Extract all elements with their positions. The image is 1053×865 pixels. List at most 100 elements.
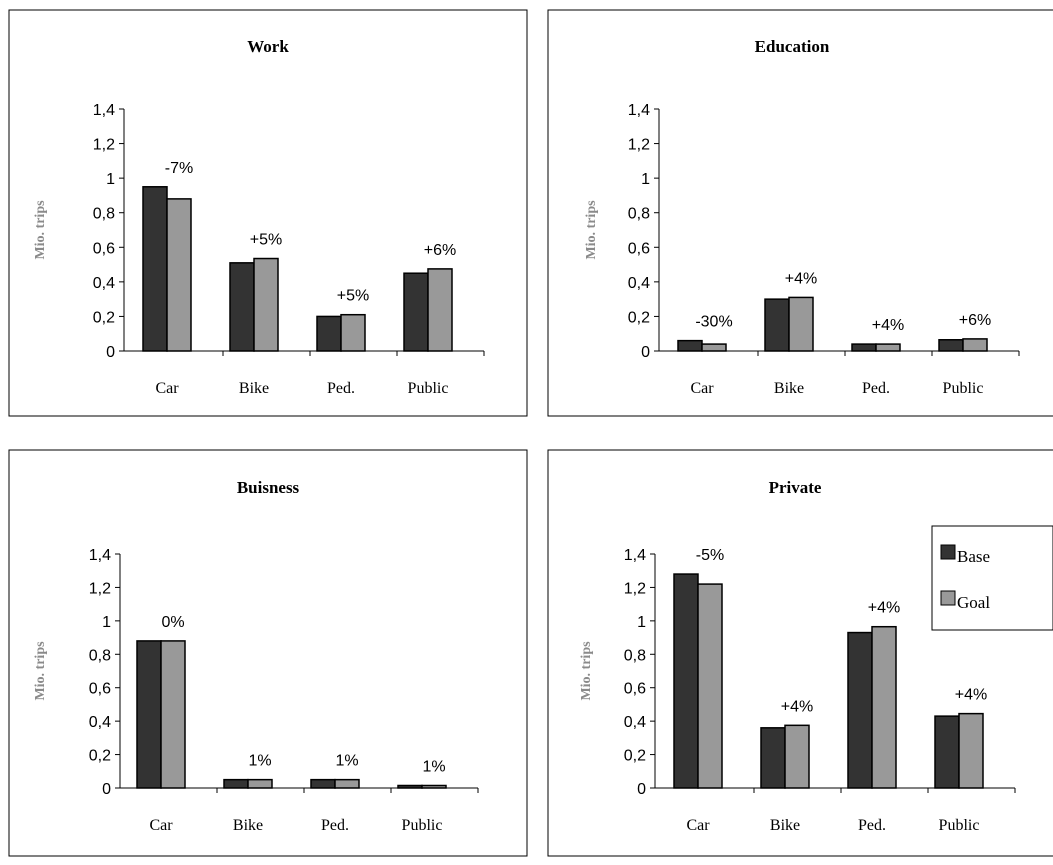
y-tick-label: 0,6 [89, 681, 111, 698]
data-label: -30% [695, 314, 732, 331]
x-tick-label: Ped. [858, 817, 886, 834]
bar-base-car [136, 640, 162, 789]
y-tick-label: 0 [106, 344, 115, 361]
bar-goal-ped [871, 625, 897, 789]
y-tick-label: 0 [641, 344, 650, 361]
x-tick-label: Car [155, 380, 179, 397]
y-axis-label: Mio. trips [579, 641, 594, 701]
bar-goal-car [160, 640, 186, 789]
data-label: +6% [424, 242, 456, 259]
y-tick-label: 0,8 [89, 647, 111, 664]
x-tick-label: Car [686, 817, 710, 834]
chart-title: Buisness [237, 478, 300, 497]
x-tick-label: Bike [239, 380, 269, 397]
bar-goal-public [421, 784, 447, 789]
bar-base-ped [316, 315, 342, 352]
x-tick-label: Car [149, 817, 173, 834]
data-label: 1% [422, 758, 445, 775]
bar-goal-public [958, 712, 984, 789]
x-tick-label: Bike [774, 380, 804, 397]
y-tick-label: 0,6 [624, 681, 646, 698]
bar-goal-bike [788, 296, 814, 352]
data-label: +4% [868, 600, 900, 617]
y-tick-label: 0,2 [624, 748, 646, 765]
legend-swatch-base [940, 544, 956, 560]
data-label: 1% [248, 753, 271, 770]
chart-panel-private: Private Mio. trips 0 0,2 0,4 0,6 0,8 1 1,2 1,4 Car… [547, 449, 1053, 857]
y-tick-label: 0,4 [93, 275, 115, 292]
y-tick-label: 1,2 [628, 137, 650, 154]
x-tick-label: Public [408, 380, 449, 397]
y-tick-label: 0,8 [93, 206, 115, 223]
bar-base-car [673, 573, 699, 789]
chart-panel-education: Education Mio. trips 0 0,2 0,4 0,6 0,8 1 1,2 1,4 C… [547, 9, 1053, 417]
legend-label: Base [957, 547, 990, 566]
y-tick-label: 1,4 [89, 547, 111, 564]
y-tick-label: 1 [641, 171, 650, 188]
chart-panel-buisness: Buisness Mio. trips 0 0,2 0,4 0,6 0,8 1 1,2 1,4 Ca… [8, 449, 528, 857]
y-axis-label: Mio. trips [33, 200, 48, 260]
chart-panel-work: Work Mio. trips 0 0,2 0,4 0,6 0,8 1 1,2 1,4 Car -7%… [8, 9, 528, 417]
legend-label: Goal [957, 593, 990, 612]
bar-goal-bike [784, 724, 810, 789]
bar-goal-car [166, 198, 192, 352]
data-label: -7% [165, 160, 193, 177]
y-tick-label: 0 [637, 781, 646, 798]
x-tick-label: Car [690, 380, 714, 397]
bar-goal-bike [247, 778, 273, 789]
data-label: +5% [250, 232, 282, 249]
data-label: 1% [335, 753, 358, 770]
bar-base-ped [310, 778, 336, 789]
panel-frame [8, 449, 528, 857]
x-tick-label: Ped. [321, 817, 349, 834]
bar-base-public [938, 339, 964, 352]
bar-goal-ped [334, 778, 360, 789]
data-label: -5% [696, 547, 724, 564]
y-axis-label: Mio. trips [584, 200, 599, 260]
y-tick-label: 0,2 [628, 309, 650, 326]
y-tick-label: 0,8 [628, 206, 650, 223]
y-tick-label: 1,4 [628, 102, 650, 119]
y-tick-label: 1 [106, 171, 115, 188]
x-tick-label: Public [939, 817, 980, 834]
y-tick-label: 0,6 [628, 240, 650, 257]
data-label: +4% [781, 698, 813, 715]
y-axis-label: Mio. trips [33, 641, 48, 701]
data-label: +4% [785, 270, 817, 287]
bar-goal-public [962, 338, 988, 352]
bar-base-bike [223, 778, 249, 789]
legend: Base Goal [931, 525, 1053, 631]
x-tick-label: Ped. [327, 380, 355, 397]
bar-base-ped [847, 631, 873, 789]
y-tick-label: 1,2 [624, 580, 646, 597]
bar-base-ped [851, 343, 877, 352]
bar-base-public [403, 272, 429, 352]
bar-base-bike [760, 727, 786, 789]
bar-base-bike [229, 262, 255, 352]
bar-base-public [397, 784, 423, 789]
bar-goal-ped [340, 313, 366, 352]
data-label: +4% [955, 687, 987, 704]
x-tick-label: Ped. [862, 380, 890, 397]
chart-title: Education [755, 37, 830, 56]
y-tick-label: 0,2 [89, 748, 111, 765]
bar-base-public [934, 715, 960, 789]
y-tick-label: 1 [102, 614, 111, 631]
panel-frame [547, 9, 1053, 417]
bar-base-car [142, 186, 168, 352]
bar-base-car [677, 339, 703, 352]
x-tick-label: Bike [233, 817, 263, 834]
bar-goal-car [697, 583, 723, 789]
y-tick-label: 0,2 [93, 309, 115, 326]
x-tick-label: Public [402, 817, 443, 834]
bar-goal-bike [253, 257, 279, 352]
bar-base-bike [764, 298, 790, 352]
panel-frame [8, 9, 528, 417]
bar-goal-public [427, 268, 453, 352]
data-label: +4% [872, 317, 904, 334]
y-tick-label: 0,4 [89, 714, 111, 731]
data-label: +6% [959, 312, 991, 329]
y-tick-label: 1 [637, 614, 646, 631]
y-tick-label: 1,4 [624, 547, 646, 564]
